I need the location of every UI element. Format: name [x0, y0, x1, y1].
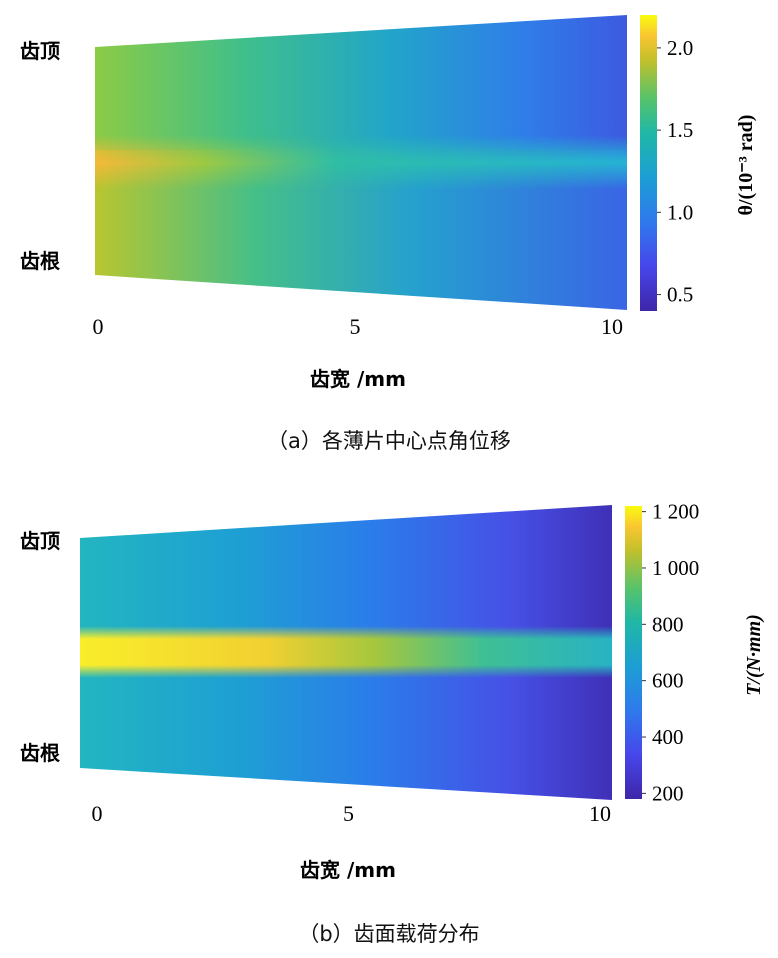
colorbar-tick-label: 2.0	[667, 36, 693, 60]
caption-a: （a）各薄片中心点角位移	[267, 429, 511, 453]
colorbar-tick-label: 800	[652, 612, 684, 636]
colorbar-ticks-b: 200 400 600 800 1 000 1 200	[642, 500, 699, 805]
colorbar-tick-label: 1.0	[667, 200, 693, 224]
colorbar-label-b: T/(N·mm)	[743, 614, 765, 696]
heatmap-chart-a: 齿顶 齿根 0 5 10 齿宽 /mm 0.5 1.0 1.5 2.0 θ/(10⁻³ r…	[20, 15, 757, 391]
y-top-label-b: 齿顶	[20, 529, 60, 553]
x-tick-label: 5	[343, 801, 354, 826]
colorbar-b	[625, 506, 642, 799]
colorbar-tick-label: 200	[652, 781, 684, 805]
x-axis-label-b: 齿宽 /mm	[300, 858, 396, 882]
y-top-label-a: 齿顶	[20, 39, 60, 63]
colorbar-tick-label: 1.5	[667, 118, 693, 142]
x-axis-ticks-a: 0 5 10	[93, 314, 624, 339]
x-tick-label: 5	[350, 314, 361, 339]
x-tick-label: 0	[93, 314, 104, 339]
x-axis-label-a: 齿宽 /mm	[310, 367, 406, 391]
panel-b: 齿顶 齿根 0 5 10 齿宽 /mm 200 400 600 800 1 000 1 200…	[0, 490, 778, 958]
colorbar-ticks-a: 0.5 1.0 1.5 2.0	[657, 36, 693, 307]
colorbar-tick-label: 600	[652, 669, 684, 693]
x-tick-label: 0	[92, 801, 103, 826]
colorbar-tick-label: 1 200	[652, 500, 699, 524]
colorbar-tick-label: 0.5	[667, 283, 693, 307]
colorbar-tick-label: 1 000	[652, 556, 699, 580]
colorbar-label-a: θ/(10⁻³ rad)	[735, 115, 757, 216]
x-axis-ticks-b: 0 5 10	[92, 801, 612, 826]
x-tick-label: 10	[589, 801, 611, 826]
colorbar-a	[640, 15, 657, 311]
caption-b: （b）齿面载荷分布	[298, 922, 480, 946]
y-bottom-label-a: 齿根	[20, 249, 60, 273]
x-tick-label: 10	[601, 314, 623, 339]
colorbar-tick-label: 400	[652, 725, 684, 749]
heatmap-field-b	[80, 505, 612, 800]
heatmap-chart-b: 齿顶 齿根 0 5 10 齿宽 /mm 200 400 600 800 1 000 1 200…	[20, 500, 765, 882]
panel-a: 齿顶 齿根 0 5 10 齿宽 /mm 0.5 1.0 1.5 2.0 θ/(10⁻³ r…	[0, 0, 778, 470]
heatmap-field-a	[95, 15, 627, 310]
y-bottom-label-b: 齿根	[20, 741, 60, 765]
